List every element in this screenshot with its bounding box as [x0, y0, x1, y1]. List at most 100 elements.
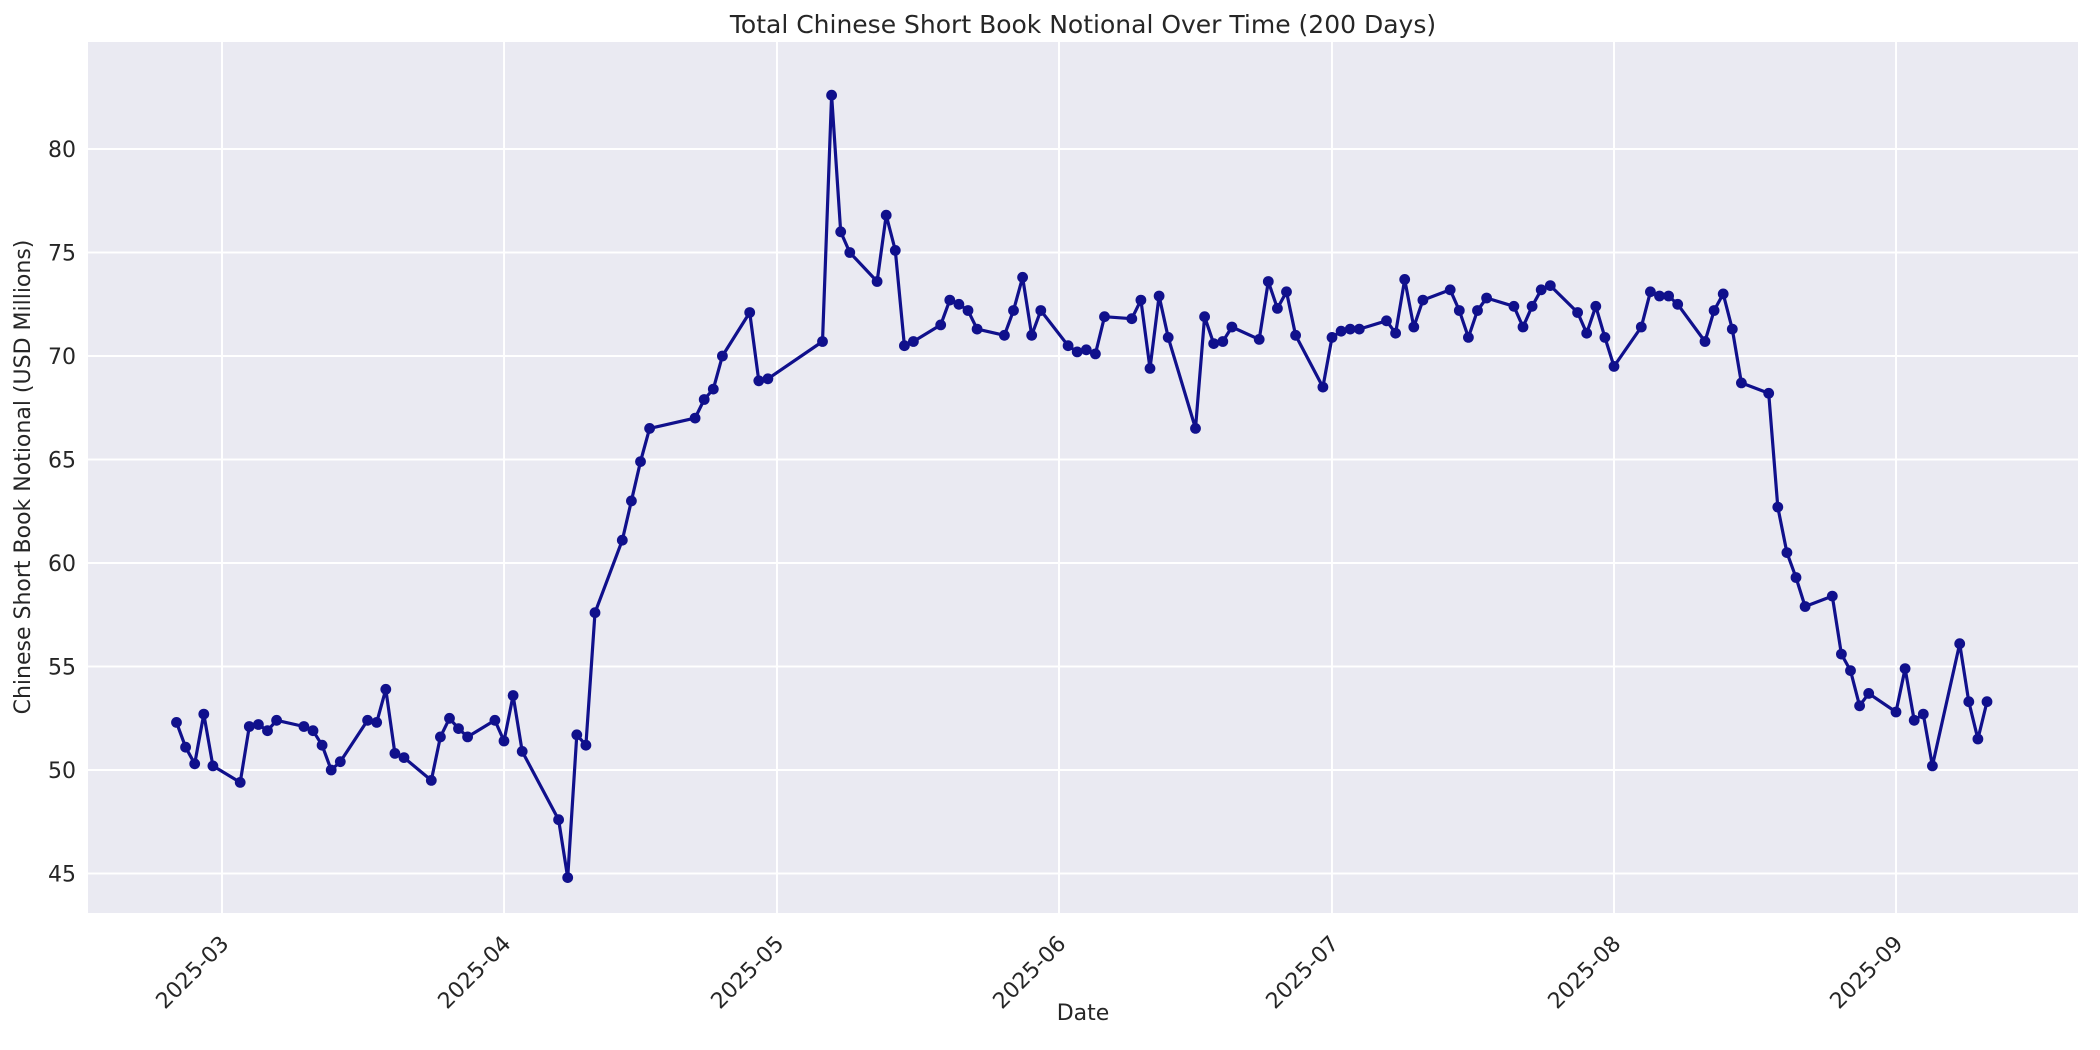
- data-point: [1645, 286, 1656, 298]
- x-tick-label: 2025-09: [1826, 932, 1909, 1015]
- data-point: [1090, 348, 1101, 360]
- data-point: [1845, 665, 1856, 676]
- data-point: [553, 814, 564, 826]
- data-point: [1608, 361, 1620, 372]
- data-point: [1908, 714, 1920, 726]
- data-point: [1954, 638, 1966, 650]
- data-point: [243, 721, 255, 732]
- data-point: [1972, 733, 1984, 745]
- data-point: [1708, 305, 1720, 316]
- data-point: [180, 741, 192, 753]
- data-point: [444, 712, 455, 724]
- data-point: [1763, 387, 1775, 399]
- data-point: [1572, 307, 1583, 318]
- x-tick-label: 2025-04: [434, 932, 517, 1015]
- data-point: [1463, 332, 1474, 343]
- data-point: [1927, 760, 1938, 772]
- data-point: [589, 607, 601, 619]
- data-point: [1162, 332, 1174, 343]
- data-point: [334, 756, 346, 768]
- data-point: [962, 305, 974, 316]
- data-point: [1008, 305, 1019, 316]
- data-point: [462, 731, 473, 743]
- data-point: [1017, 271, 1028, 283]
- data-point: [1854, 700, 1865, 712]
- data-point: [971, 323, 983, 335]
- data-point: [1526, 300, 1538, 312]
- data-point: [1390, 327, 1401, 339]
- data-point: [826, 89, 837, 101]
- data-point: [189, 758, 201, 770]
- data-point: [999, 329, 1010, 341]
- data-point: [207, 760, 219, 772]
- y-tick-label: 70: [48, 345, 76, 370]
- data-point: [498, 735, 510, 747]
- data-point: [762, 373, 774, 385]
- data-point: [707, 383, 719, 395]
- data-point: [1444, 284, 1456, 296]
- data-point: [953, 298, 965, 310]
- data-point: [1981, 696, 1993, 708]
- data-point: [1399, 274, 1411, 285]
- data-point: [889, 245, 901, 256]
- data-point: [1281, 286, 1292, 298]
- data-point: [1126, 313, 1138, 325]
- x-axis-tick-labels: 2025-03 2025-04 2025-05 2025-06 2025-07 2025-…: [152, 932, 1909, 1015]
- data-series: [171, 89, 1993, 883]
- data-point: [844, 247, 856, 258]
- plot-area: [88, 42, 2078, 913]
- x-axis-label: Date: [1057, 1001, 1110, 1026]
- data-point: [1344, 323, 1356, 335]
- data-point: [1035, 305, 1047, 316]
- data-point: [507, 690, 519, 701]
- y-tick-label: 60: [48, 552, 76, 577]
- data-point: [1826, 590, 1838, 602]
- data-point: [171, 717, 182, 728]
- data-point: [425, 775, 437, 786]
- data-point: [1799, 601, 1811, 612]
- data-point: [580, 739, 592, 751]
- data-point: [489, 714, 501, 726]
- data-point: [316, 739, 328, 751]
- data-point: [1599, 332, 1611, 343]
- data-point: [1790, 572, 1802, 583]
- data-point: [1963, 696, 1975, 708]
- data-point: [271, 714, 282, 726]
- data-point: [744, 307, 756, 318]
- x-tick-label: 2025-03: [152, 932, 235, 1015]
- data-point: [626, 495, 637, 507]
- data-point: [1517, 321, 1529, 333]
- y-tick-label: 55: [48, 656, 76, 681]
- data-point: [389, 748, 401, 759]
- data-point: [817, 336, 828, 347]
- y-tick-label: 65: [48, 449, 76, 474]
- data-point: [262, 725, 273, 737]
- x-tick-label: 2025-05: [707, 932, 790, 1015]
- data-point: [1262, 276, 1274, 287]
- data-point: [1717, 288, 1729, 300]
- x-tick-label: 2025-08: [1544, 932, 1627, 1015]
- data-point: [234, 777, 246, 788]
- y-tick-label: 50: [48, 759, 76, 784]
- data-point: [1772, 501, 1784, 513]
- data-point: [1508, 300, 1520, 312]
- data-point: [362, 714, 373, 726]
- data-point: [753, 375, 765, 387]
- data-point: [1199, 311, 1210, 323]
- data-point: [1272, 303, 1283, 314]
- data-point: [635, 456, 646, 467]
- data-point: [1326, 332, 1338, 343]
- data-point: [698, 394, 710, 405]
- data-point: [453, 723, 464, 734]
- data-point: [1453, 305, 1465, 316]
- data-point: [1062, 340, 1074, 352]
- data-point: [1472, 305, 1483, 316]
- data-point: [1408, 321, 1420, 333]
- data-point: [1654, 290, 1665, 302]
- data-point: [1590, 300, 1602, 312]
- y-tick-label: 45: [48, 863, 76, 888]
- data-point: [1417, 294, 1429, 306]
- data-point: [1026, 329, 1038, 341]
- data-point: [1381, 315, 1392, 327]
